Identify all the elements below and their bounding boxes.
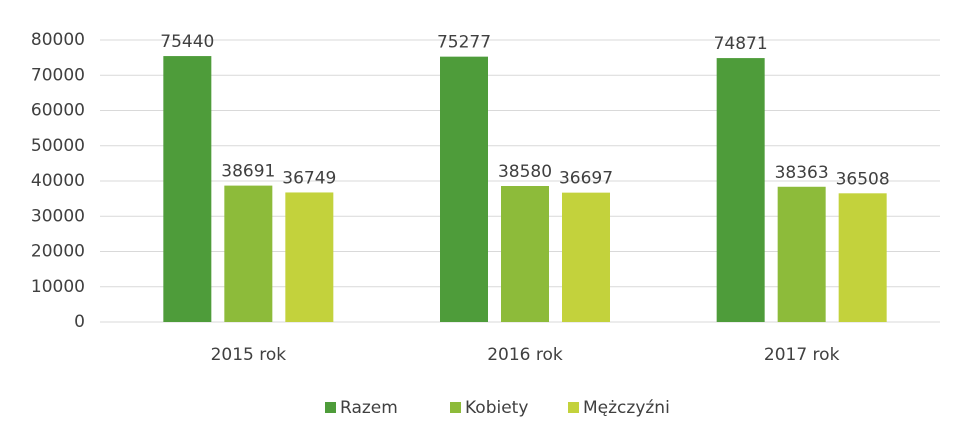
legend-label: Mężczyźni bbox=[583, 398, 670, 418]
x-tick-label: 2015 rok bbox=[211, 345, 287, 365]
value-label: 38363 bbox=[775, 163, 829, 183]
value-label: 38580 bbox=[498, 162, 552, 182]
bar bbox=[224, 185, 273, 322]
bar bbox=[163, 56, 212, 322]
value-label: 74871 bbox=[714, 34, 768, 54]
value-label: 36697 bbox=[559, 169, 613, 189]
legend-label: Razem bbox=[340, 398, 398, 418]
value-label: 38691 bbox=[221, 162, 275, 182]
x-tick-label: 2016 rok bbox=[487, 345, 563, 365]
value-label: 75440 bbox=[160, 32, 214, 52]
value-label: 36508 bbox=[836, 169, 890, 189]
value-label: 36749 bbox=[282, 168, 336, 188]
legend-swatch bbox=[325, 402, 336, 413]
bar bbox=[838, 193, 887, 322]
legend-label: Kobiety bbox=[465, 398, 528, 418]
bar bbox=[440, 56, 488, 323]
y-tick-label: 50000 bbox=[31, 136, 85, 156]
y-tick-label: 40000 bbox=[31, 171, 85, 191]
y-tick-label: 0 bbox=[74, 312, 85, 332]
bar bbox=[716, 58, 765, 323]
y-tick-label: 10000 bbox=[31, 277, 85, 297]
legend-swatch bbox=[568, 402, 579, 413]
x-tick-label: 2017 rok bbox=[764, 345, 840, 365]
bar bbox=[562, 192, 610, 322]
bar bbox=[501, 186, 549, 322]
y-tick-label: 20000 bbox=[31, 242, 85, 262]
y-tick-label: 80000 bbox=[31, 30, 85, 50]
y-tick-label: 70000 bbox=[31, 65, 85, 85]
y-tick-label: 60000 bbox=[31, 101, 85, 121]
y-tick-label: 30000 bbox=[31, 206, 85, 226]
value-label: 75277 bbox=[437, 33, 491, 53]
bar bbox=[285, 192, 334, 322]
bar bbox=[777, 186, 826, 322]
legend-swatch bbox=[450, 402, 461, 413]
